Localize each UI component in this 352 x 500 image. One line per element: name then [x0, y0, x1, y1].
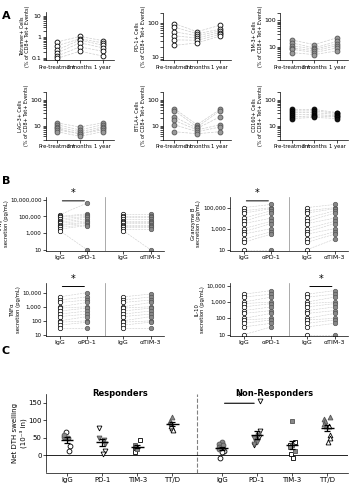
Text: *: *: [237, 392, 242, 402]
Text: C: C: [2, 346, 10, 356]
Y-axis label: Granzyme B
secretion (pg/mL): Granzyme B secretion (pg/mL): [191, 200, 201, 248]
Text: *: *: [319, 274, 323, 284]
Y-axis label: IFNγ
secretion (pg/mL): IFNγ secretion (pg/mL): [0, 200, 9, 248]
Y-axis label: CD160+ Cells
(% of CD8+ Tet+ Events): CD160+ Cells (% of CD8+ Tet+ Events): [252, 85, 263, 146]
Text: Non-Responders: Non-Responders: [235, 390, 314, 398]
Text: B: B: [2, 176, 10, 186]
Y-axis label: IL-10
secretion (pg/mL): IL-10 secretion (pg/mL): [194, 286, 205, 333]
Text: *: *: [255, 188, 260, 198]
Y-axis label: Tetramer+ Cells
(% of CD8+ Tet+ Events): Tetramer+ Cells (% of CD8+ Tet+ Events): [20, 6, 31, 67]
Text: A: A: [2, 11, 11, 21]
Y-axis label: Net DTH swelling
(10⁻³ in): Net DTH swelling (10⁻³ in): [12, 403, 27, 463]
Y-axis label: LAG-3+ Cells
(% of CD8+ Tet+ Events): LAG-3+ Cells (% of CD8+ Tet+ Events): [18, 85, 29, 146]
Y-axis label: PD-1+ Cells
(% of CD8+ Tet+ Events): PD-1+ Cells (% of CD8+ Tet+ Events): [135, 6, 146, 67]
Y-axis label: TIM-3+ Cells
(% of CD8+ Tet+ Events): TIM-3+ Cells (% of CD8+ Tet+ Events): [252, 6, 263, 67]
Y-axis label: TNFα
secretion (pg/mL): TNFα secretion (pg/mL): [10, 286, 21, 333]
Text: Responders: Responders: [92, 390, 147, 398]
Y-axis label: BTLA+ Cells
(% of CD8+ Tet+ Events): BTLA+ Cells (% of CD8+ Tet+ Events): [135, 85, 146, 146]
Text: *: *: [71, 188, 76, 198]
Text: *: *: [71, 274, 76, 284]
